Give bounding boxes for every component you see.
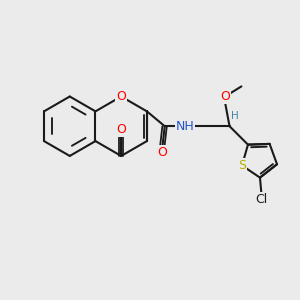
Text: NH: NH (176, 120, 194, 133)
Text: O: O (220, 90, 230, 103)
Text: O: O (158, 146, 167, 160)
Text: H: H (231, 111, 239, 121)
Text: O: O (116, 90, 126, 103)
Text: S: S (238, 159, 246, 172)
Text: O: O (116, 123, 126, 136)
Text: Cl: Cl (255, 194, 268, 206)
